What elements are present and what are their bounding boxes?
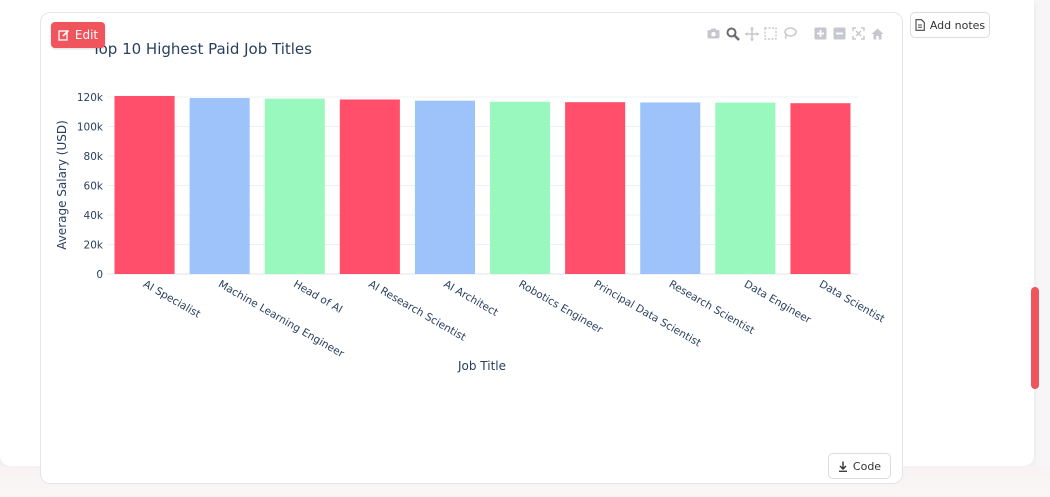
bar-data-scientist[interactable] [790, 103, 851, 274]
x-tick-label: Machine Learning Engineer [216, 278, 346, 360]
download-icon [838, 461, 847, 472]
lasso-icon[interactable] [782, 26, 797, 41]
bar-robotics-engineer[interactable] [490, 101, 551, 274]
bars [114, 95, 851, 275]
box-select-icon[interactable] [763, 26, 778, 41]
y-tick-label: 0 [96, 269, 103, 281]
note-icon [915, 19, 925, 31]
zoom-in-icon[interactable] [813, 26, 828, 41]
chart-modebar [706, 26, 885, 42]
y-tick-label: 80k [84, 151, 104, 163]
bar-ai-specialist[interactable] [114, 95, 175, 274]
scrollbar-thumb[interactable] [1031, 287, 1039, 389]
edit-icon [58, 29, 69, 41]
bar-ai-research-scientist[interactable] [339, 99, 400, 274]
add-notes-button[interactable]: Add notes [910, 12, 990, 38]
y-tick-label: 40k [84, 210, 104, 222]
x-tick-label: AI Specialist [141, 278, 202, 320]
y-tick-label: 60k [84, 181, 104, 193]
x-axis-label: Job Title [457, 359, 506, 373]
add-notes-label: Add notes [929, 18, 986, 32]
camera-icon[interactable] [706, 26, 721, 41]
bar-machine-learning-engineer[interactable] [189, 98, 250, 274]
x-tick-label: Data Engineer [742, 278, 814, 326]
bar-head-of-ai[interactable] [264, 98, 325, 274]
y-tick-labels: 0 20k 40k 60k 80k 100k 120k [77, 92, 104, 281]
edit-button[interactable]: Edit [51, 22, 105, 48]
x-tick-labels: AI Specialist Machine Learning EngineerHe… [141, 278, 887, 360]
zoom-out-icon[interactable] [832, 26, 847, 41]
code-button-label: Code [852, 459, 882, 473]
reset-home-icon[interactable] [870, 26, 885, 41]
bar-research-scientist[interactable] [640, 102, 701, 275]
autoscale-icon[interactable] [851, 26, 866, 41]
y-tick-label: 100k [77, 122, 104, 134]
zoom-icon[interactable] [725, 26, 740, 41]
bar-principal-data-scientist[interactable] [565, 102, 626, 274]
edit-button-label: Edit [74, 28, 99, 42]
code-button[interactable]: Code [828, 453, 891, 479]
y-tick-label: 20k [84, 240, 104, 252]
bar-ai-architect[interactable] [414, 100, 475, 274]
x-tick-label: Data Scientist [817, 278, 887, 325]
x-tick-label: Head of AI [291, 278, 344, 316]
y-tick-label: 120k [77, 92, 104, 104]
y-axis-label: Average Salary (USD) [55, 120, 69, 250]
x-tick-label: AI Architect [441, 278, 500, 319]
bar-data-engineer[interactable] [715, 102, 776, 274]
pan-icon[interactable] [744, 26, 759, 41]
chart-title: Top 10 Highest Paid Job Titles [91, 40, 312, 58]
